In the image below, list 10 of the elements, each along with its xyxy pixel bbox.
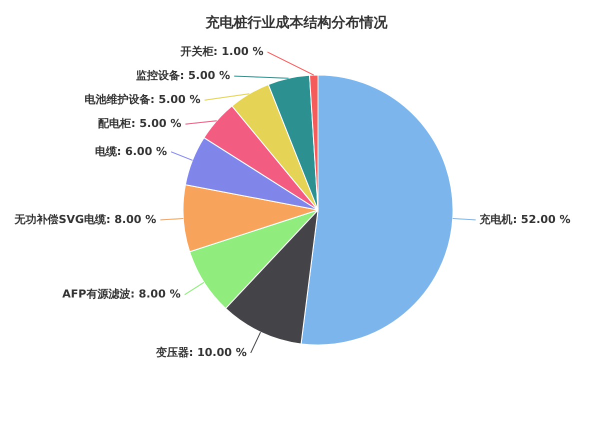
slice-label: 开关柜: 1.00 % <box>179 45 264 58</box>
chart-title: 充电桩行业成本结构分布情况 <box>204 14 388 31</box>
slice-label: 无功补偿SVG电缆: 8.00 % <box>14 212 156 226</box>
slice-label: AFP有源滤波: 8.00 % <box>62 288 181 301</box>
slice-label: 电缆: 6.00 % <box>94 144 168 158</box>
slice-label: 充电机: 52.00 % <box>478 212 571 226</box>
slice-label: 配电柜: 5.00 % <box>98 117 182 130</box>
slice-label: 变压器: 10.00 % <box>154 346 247 359</box>
slice-label: 电池维护设备: 5.00 % <box>84 93 201 106</box>
slice-label: 监控设备: 5.00 % <box>136 69 230 82</box>
